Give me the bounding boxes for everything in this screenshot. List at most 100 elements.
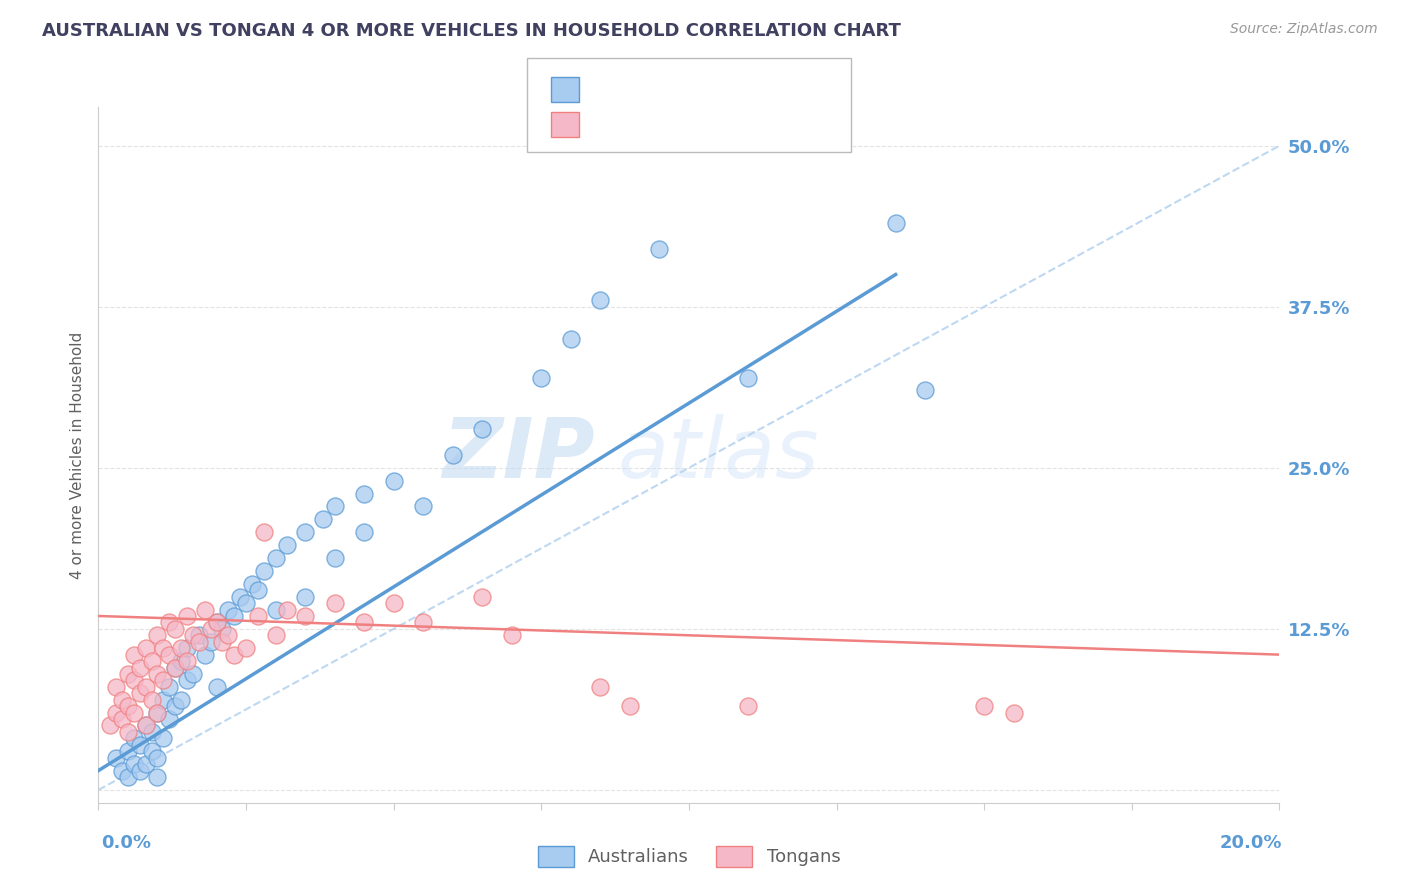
Point <box>619 699 641 714</box>
Point <box>170 641 193 656</box>
Point <box>135 680 157 694</box>
Point <box>224 609 246 624</box>
Point <box>412 615 434 630</box>
Point <box>122 648 145 662</box>
Point <box>105 706 128 720</box>
Point <box>205 615 228 630</box>
Point <box>176 673 198 688</box>
Point <box>111 764 134 778</box>
Point <box>181 628 204 642</box>
Point <box>382 474 405 488</box>
Point <box>141 744 163 758</box>
Point <box>264 602 287 616</box>
Point <box>211 622 233 636</box>
Point <box>1002 706 1025 720</box>
Point <box>122 673 145 688</box>
Point <box>141 725 163 739</box>
Point <box>560 332 582 346</box>
Point <box>264 628 287 642</box>
Point <box>530 370 553 384</box>
Point <box>276 538 298 552</box>
Point <box>471 590 494 604</box>
Point <box>187 634 209 648</box>
Point <box>146 628 169 642</box>
Point <box>211 634 233 648</box>
Point <box>589 680 612 694</box>
Point <box>146 750 169 764</box>
Point <box>246 609 269 624</box>
Point <box>235 596 257 610</box>
Point <box>152 692 174 706</box>
Point <box>353 486 375 500</box>
Point <box>224 648 246 662</box>
Point <box>194 648 217 662</box>
Point <box>737 699 759 714</box>
Point <box>648 242 671 256</box>
Point <box>146 706 169 720</box>
Point <box>382 596 405 610</box>
Point <box>194 602 217 616</box>
Point <box>200 622 222 636</box>
Point <box>884 216 907 230</box>
Point <box>135 718 157 732</box>
Text: Source: ZipAtlas.com: Source: ZipAtlas.com <box>1230 22 1378 37</box>
Point <box>501 628 523 642</box>
Point <box>914 384 936 398</box>
Point <box>353 615 375 630</box>
Point <box>128 738 150 752</box>
Point <box>128 764 150 778</box>
Point <box>253 525 276 540</box>
Point <box>176 609 198 624</box>
Text: R =  0.662   N = 59: R = 0.662 N = 59 <box>591 80 766 98</box>
Point <box>276 602 298 616</box>
Point <box>170 692 193 706</box>
Legend: Australians, Tongans: Australians, Tongans <box>530 838 848 874</box>
Point <box>737 370 759 384</box>
Point <box>98 718 121 732</box>
Point <box>176 654 198 668</box>
Point <box>165 622 187 636</box>
Point <box>240 576 263 591</box>
Point <box>135 641 157 656</box>
Point <box>217 628 239 642</box>
Point <box>235 641 257 656</box>
Point <box>181 667 204 681</box>
Point <box>117 725 139 739</box>
Point <box>152 673 174 688</box>
Y-axis label: 4 or more Vehicles in Household: 4 or more Vehicles in Household <box>69 331 84 579</box>
Point <box>117 744 139 758</box>
Point <box>217 602 239 616</box>
Point <box>141 692 163 706</box>
Point <box>105 750 128 764</box>
Point <box>441 448 464 462</box>
Point <box>312 512 335 526</box>
Point <box>157 680 180 694</box>
Point <box>170 654 193 668</box>
Point <box>294 525 316 540</box>
Text: 20.0%: 20.0% <box>1220 834 1282 852</box>
Point <box>117 770 139 784</box>
Point <box>973 699 995 714</box>
Point <box>412 500 434 514</box>
Point <box>323 596 346 610</box>
Point <box>200 634 222 648</box>
Text: ZIP: ZIP <box>441 415 595 495</box>
Point <box>135 757 157 772</box>
Point <box>205 680 228 694</box>
Text: 0.0%: 0.0% <box>101 834 152 852</box>
Point <box>117 699 139 714</box>
Point <box>157 712 180 726</box>
Point <box>264 551 287 566</box>
Point <box>165 699 187 714</box>
Point <box>128 660 150 674</box>
Point <box>353 525 375 540</box>
Text: AUSTRALIAN VS TONGAN 4 OR MORE VEHICLES IN HOUSEHOLD CORRELATION CHART: AUSTRALIAN VS TONGAN 4 OR MORE VEHICLES … <box>42 22 901 40</box>
Point <box>246 583 269 598</box>
Point <box>122 731 145 746</box>
Point <box>253 564 276 578</box>
Point <box>111 692 134 706</box>
Point <box>294 609 316 624</box>
Point <box>122 706 145 720</box>
Point <box>294 590 316 604</box>
Point <box>146 706 169 720</box>
